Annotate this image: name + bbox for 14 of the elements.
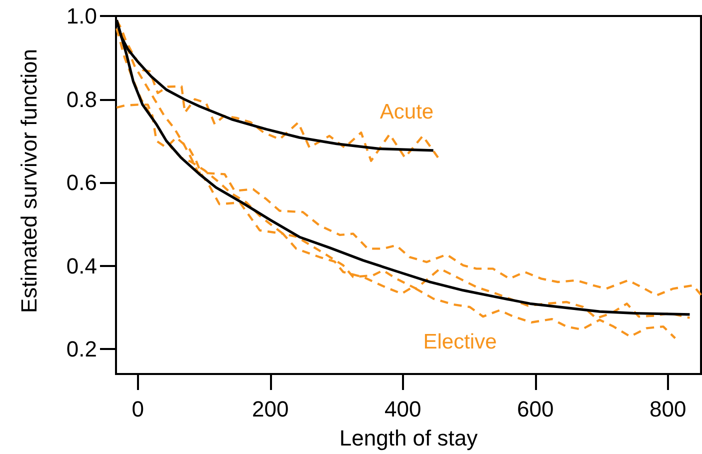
x-axis-title: Length of stay	[339, 426, 478, 450]
y-tick-label: 0.6	[66, 170, 97, 196]
y-tick-label: 0.4	[66, 253, 97, 278]
x-tick-label: 400	[384, 396, 422, 422]
x-tick-label: 600	[517, 396, 554, 422]
annotation: Elective	[423, 330, 497, 354]
y-axis-title: Estimated survivor function	[16, 48, 42, 314]
y-tick-label: 1.0	[66, 4, 97, 28]
x-tick-label: 800	[650, 396, 686, 422]
x-tick-label: 200	[252, 396, 289, 422]
annotation: Acute	[380, 100, 434, 124]
y-tick-label: 0.2	[66, 336, 97, 362]
y-tick-label: 0.8	[66, 86, 97, 112]
x-tick-label: 0	[132, 396, 144, 422]
